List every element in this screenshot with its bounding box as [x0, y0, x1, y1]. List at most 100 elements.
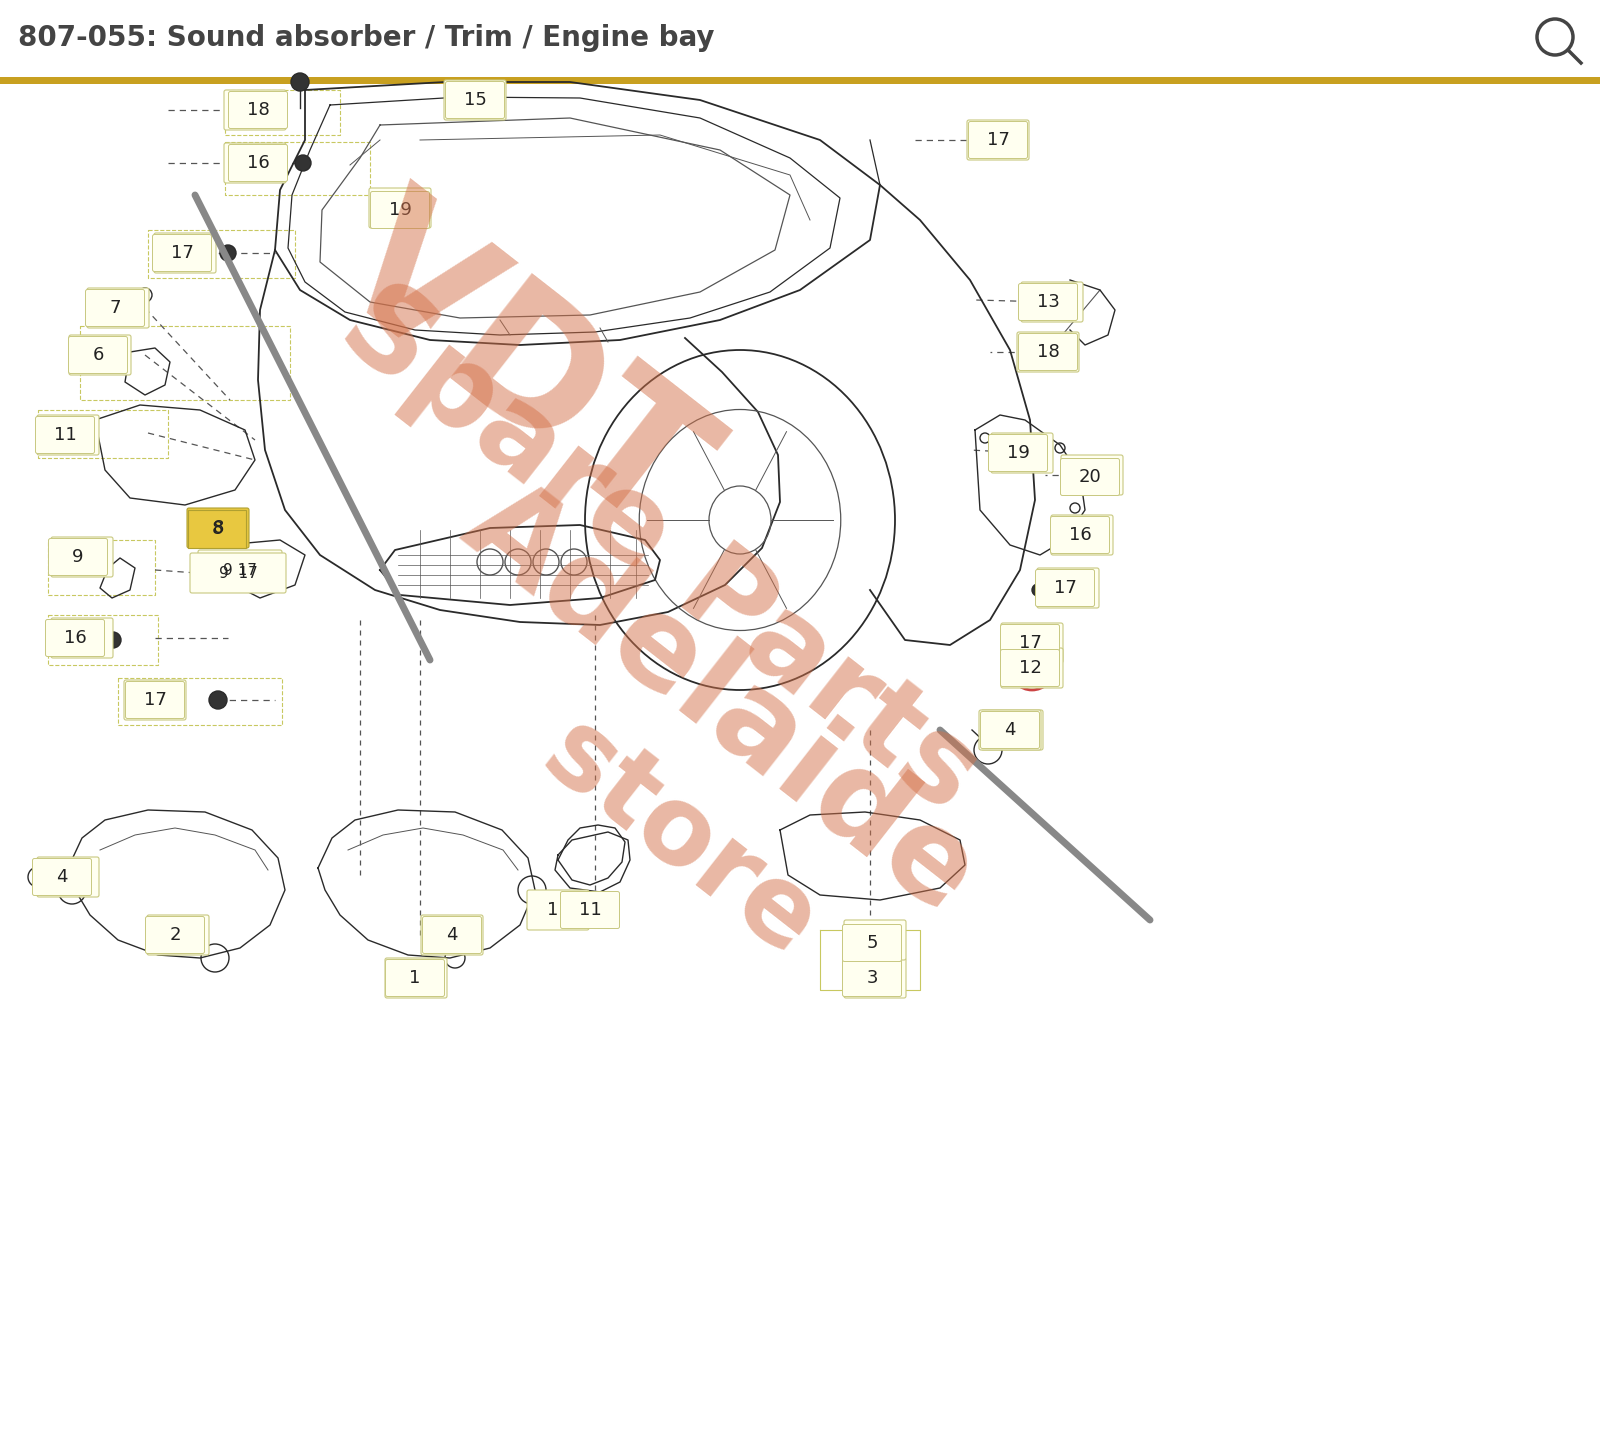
Text: 16: 16 — [246, 154, 269, 172]
Circle shape — [291, 73, 309, 92]
Text: 17: 17 — [171, 244, 194, 262]
Text: 9: 9 — [72, 549, 83, 566]
FancyBboxPatch shape — [1000, 624, 1059, 662]
Text: 12: 12 — [1019, 659, 1042, 677]
FancyBboxPatch shape — [981, 710, 1043, 749]
FancyBboxPatch shape — [843, 924, 901, 962]
Text: 20: 20 — [1080, 466, 1104, 485]
FancyBboxPatch shape — [1061, 455, 1123, 495]
Text: 17: 17 — [144, 691, 166, 709]
FancyBboxPatch shape — [1021, 282, 1083, 322]
FancyBboxPatch shape — [1002, 623, 1062, 663]
Text: 4: 4 — [1006, 722, 1018, 739]
Text: 16: 16 — [243, 154, 266, 172]
FancyBboxPatch shape — [35, 416, 94, 454]
FancyBboxPatch shape — [224, 90, 286, 129]
Text: 17: 17 — [987, 131, 1010, 148]
FancyBboxPatch shape — [1019, 284, 1077, 320]
FancyBboxPatch shape — [190, 553, 286, 594]
Text: 11: 11 — [56, 426, 80, 444]
Text: 16: 16 — [1070, 527, 1093, 544]
Text: 4: 4 — [1005, 722, 1016, 739]
FancyBboxPatch shape — [560, 892, 619, 928]
Text: 16: 16 — [1069, 527, 1091, 544]
FancyBboxPatch shape — [371, 192, 429, 228]
FancyBboxPatch shape — [198, 550, 282, 589]
Text: VDT: VDT — [302, 173, 738, 566]
FancyBboxPatch shape — [421, 915, 483, 954]
Text: 11: 11 — [547, 901, 570, 920]
Text: 17: 17 — [1021, 634, 1043, 652]
FancyBboxPatch shape — [445, 80, 506, 119]
Text: 4: 4 — [446, 925, 458, 944]
Text: 18: 18 — [243, 100, 266, 119]
Circle shape — [294, 156, 310, 172]
FancyBboxPatch shape — [843, 959, 901, 997]
Text: Adelaide: Adelaide — [440, 463, 1000, 937]
Text: 5: 5 — [869, 931, 880, 949]
Text: 18: 18 — [1037, 343, 1059, 361]
Text: 7: 7 — [112, 298, 123, 317]
FancyBboxPatch shape — [845, 957, 906, 998]
FancyBboxPatch shape — [1051, 515, 1114, 554]
FancyBboxPatch shape — [48, 538, 107, 576]
FancyBboxPatch shape — [966, 119, 1029, 160]
FancyBboxPatch shape — [69, 335, 131, 375]
Text: 19: 19 — [389, 201, 411, 220]
FancyBboxPatch shape — [147, 915, 210, 954]
Text: 20: 20 — [1078, 469, 1101, 486]
FancyBboxPatch shape — [989, 435, 1048, 471]
FancyBboxPatch shape — [154, 233, 216, 274]
Circle shape — [1069, 528, 1082, 543]
FancyBboxPatch shape — [229, 144, 288, 182]
Text: 15: 15 — [464, 92, 486, 109]
Text: 19: 19 — [389, 199, 411, 217]
FancyBboxPatch shape — [37, 415, 99, 455]
Text: 2: 2 — [173, 925, 184, 944]
Text: 5: 5 — [866, 934, 878, 952]
FancyBboxPatch shape — [152, 234, 211, 272]
FancyBboxPatch shape — [187, 508, 250, 549]
Bar — [0, 0, 1600, 77]
Text: 15: 15 — [464, 92, 486, 109]
Text: 16: 16 — [70, 629, 93, 647]
FancyBboxPatch shape — [37, 857, 99, 896]
Text: 7: 7 — [109, 298, 120, 317]
FancyBboxPatch shape — [422, 917, 482, 953]
Text: 4: 4 — [446, 925, 458, 944]
Text: 4: 4 — [62, 869, 74, 886]
Text: 12: 12 — [1021, 659, 1043, 677]
Text: store: store — [522, 700, 838, 979]
FancyBboxPatch shape — [370, 188, 430, 228]
FancyBboxPatch shape — [979, 710, 1042, 749]
Text: 6: 6 — [93, 346, 104, 364]
Text: 11: 11 — [54, 426, 77, 444]
Text: 8: 8 — [211, 519, 222, 538]
Text: 3: 3 — [866, 969, 878, 986]
FancyBboxPatch shape — [125, 681, 184, 719]
Text: 18: 18 — [246, 100, 269, 119]
FancyBboxPatch shape — [51, 618, 114, 658]
FancyBboxPatch shape — [1061, 458, 1120, 496]
Text: 19: 19 — [1006, 444, 1029, 463]
Text: 9 17: 9 17 — [222, 563, 258, 578]
FancyBboxPatch shape — [990, 434, 1053, 473]
Text: 9: 9 — [77, 549, 88, 566]
FancyBboxPatch shape — [86, 288, 149, 327]
FancyBboxPatch shape — [32, 858, 91, 895]
Text: 8: 8 — [213, 519, 224, 537]
Text: 17: 17 — [1056, 579, 1080, 597]
FancyBboxPatch shape — [1035, 569, 1094, 607]
Text: Spare Parts: Spare Parts — [318, 266, 1002, 834]
Text: 1: 1 — [410, 969, 421, 986]
Text: 9  17: 9 17 — [219, 566, 258, 581]
FancyBboxPatch shape — [45, 620, 104, 656]
FancyBboxPatch shape — [224, 143, 286, 183]
FancyBboxPatch shape — [1051, 517, 1109, 553]
FancyBboxPatch shape — [146, 917, 205, 953]
FancyBboxPatch shape — [981, 711, 1040, 748]
Text: 11: 11 — [579, 901, 602, 920]
FancyBboxPatch shape — [1018, 332, 1078, 372]
Text: 807-055: Sound absorber / Trim / Engine bay: 807-055: Sound absorber / Trim / Engine … — [18, 23, 715, 52]
FancyBboxPatch shape — [125, 679, 186, 720]
